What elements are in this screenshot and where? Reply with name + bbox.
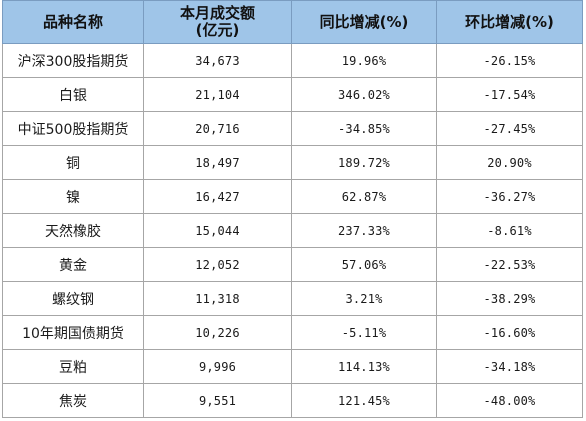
cell-mom-change: -26.15% <box>436 43 583 78</box>
cell-monthly-amount: 16,427 <box>143 179 292 214</box>
cell-yoy-change: 346.02% <box>291 77 437 112</box>
cell-monthly-amount: 12,052 <box>143 247 292 282</box>
table-row: 10年期国债期货 10,226 -5.11% -16.60% <box>2 315 583 350</box>
cell-product-name: 豆粕 <box>2 349 144 384</box>
cell-yoy-change: -34.85% <box>291 111 437 146</box>
table-row: 豆粕 9,996 114.13% -34.18% <box>2 349 583 384</box>
cell-monthly-amount: 10,226 <box>143 315 292 350</box>
header-mom-change: 环比增减(%) <box>436 0 583 44</box>
cell-yoy-change: 3.21% <box>291 281 437 316</box>
header-monthly-amount-line1: 本月成交额 <box>179 4 255 22</box>
cell-product-name: 螺纹钢 <box>2 281 144 316</box>
cell-mom-change: 20.90% <box>436 145 583 180</box>
cell-yoy-change: 121.45% <box>291 383 437 418</box>
cell-product-name: 中证500股指期货 <box>2 111 144 146</box>
table-row: 铜 18,497 189.72% 20.90% <box>2 145 583 180</box>
cell-product-name: 10年期国债期货 <box>2 315 144 350</box>
cell-yoy-change: 57.06% <box>291 247 437 282</box>
cell-mom-change: -48.00% <box>436 383 583 418</box>
cell-product-name: 黄金 <box>2 247 144 282</box>
cell-yoy-change: 189.72% <box>291 145 437 180</box>
table-row: 白银 21,104 346.02% -17.54% <box>2 77 583 112</box>
table-row: 中证500股指期货 20,716 -34.85% -27.45% <box>2 111 583 146</box>
cell-mom-change: -27.45% <box>436 111 583 146</box>
table-row: 黄金 12,052 57.06% -22.53% <box>2 247 583 282</box>
cell-mom-change: -16.60% <box>436 315 583 350</box>
cell-yoy-change: 114.13% <box>291 349 437 384</box>
cell-monthly-amount: 20,716 <box>143 111 292 146</box>
cell-yoy-change: 19.96% <box>291 43 437 78</box>
table-row: 焦炭 9,551 121.45% -48.00% <box>2 383 583 418</box>
table-row: 螺纹钢 11,318 3.21% -38.29% <box>2 281 583 316</box>
cell-mom-change: -8.61% <box>436 213 583 248</box>
header-yoy-change: 同比增减(%) <box>291 0 437 44</box>
cell-monthly-amount: 15,044 <box>143 213 292 248</box>
cell-mom-change: -22.53% <box>436 247 583 282</box>
cell-monthly-amount: 11,318 <box>143 281 292 316</box>
table-header-row: 品种名称 本月成交额 (亿元) 同比增减(%) 环比增减(%) <box>2 0 583 44</box>
table-row: 天然橡胶 15,044 237.33% -8.61% <box>2 213 583 248</box>
cell-mom-change: -36.27% <box>436 179 583 214</box>
cell-monthly-amount: 9,551 <box>143 383 292 418</box>
header-product-name: 品种名称 <box>2 0 144 44</box>
cell-product-name: 天然橡胶 <box>2 213 144 248</box>
table-row: 镍 16,427 62.87% -36.27% <box>2 179 583 214</box>
cell-monthly-amount: 21,104 <box>143 77 292 112</box>
cell-product-name: 铜 <box>2 145 144 180</box>
cell-product-name: 焦炭 <box>2 383 144 418</box>
cell-product-name: 白银 <box>2 77 144 112</box>
cell-product-name: 沪深300股指期货 <box>2 43 144 78</box>
cell-monthly-amount: 18,497 <box>143 145 292 180</box>
cell-monthly-amount: 9,996 <box>143 349 292 384</box>
cell-yoy-change: 62.87% <box>291 179 437 214</box>
cell-monthly-amount: 34,673 <box>143 43 292 78</box>
cell-mom-change: -34.18% <box>436 349 583 384</box>
cell-yoy-change: -5.11% <box>291 315 437 350</box>
header-monthly-amount: 本月成交额 (亿元) <box>143 0 292 44</box>
cell-yoy-change: 237.33% <box>291 213 437 248</box>
header-monthly-amount-unit: (亿元) <box>195 21 240 39</box>
table-row: 沪深300股指期货 34,673 19.96% -26.15% <box>2 43 583 78</box>
table-body: 沪深300股指期货 34,673 19.96% -26.15% 白银 21,104 346.… <box>2 43 583 418</box>
cell-product-name: 镍 <box>2 179 144 214</box>
cell-mom-change: -17.54% <box>436 77 583 112</box>
cell-mom-change: -38.29% <box>436 281 583 316</box>
